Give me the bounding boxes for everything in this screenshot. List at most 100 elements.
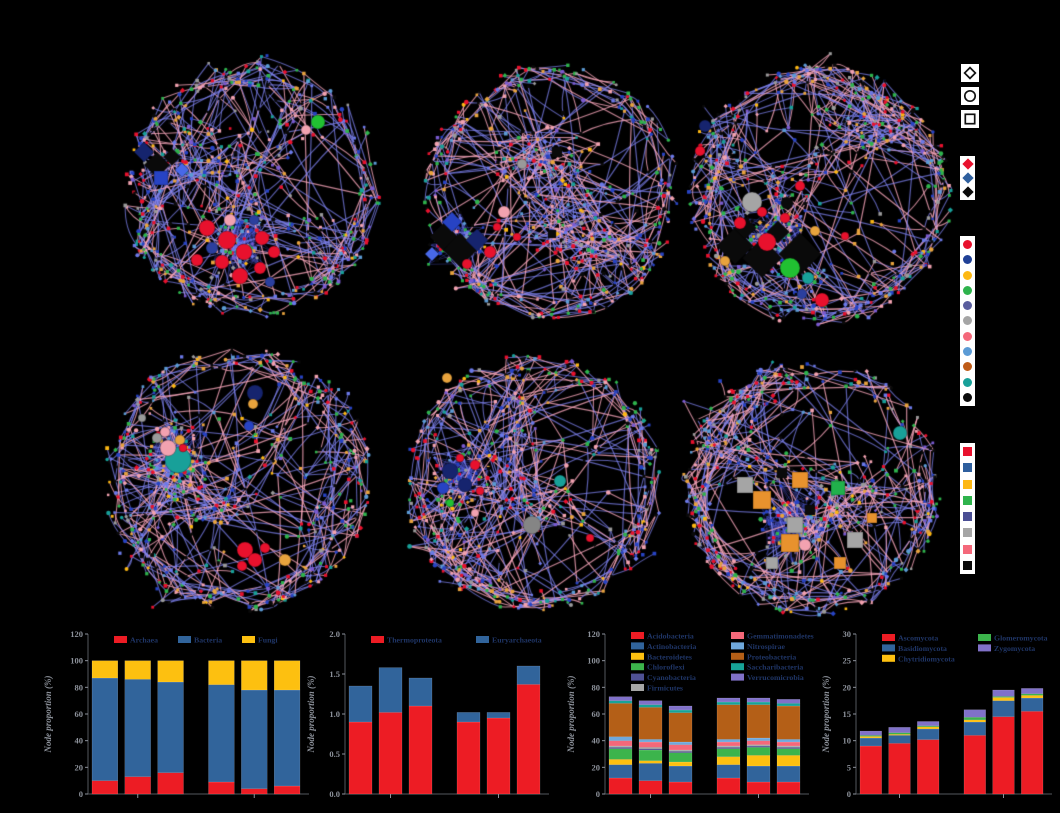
fungi-phylum-swatch [963,544,972,554]
bar-segment-euryarchaeota [486,712,511,719]
y-tick-label: 2.0 [329,629,340,639]
bar-segment-ascomycota [888,743,911,795]
y-tick-label: 100 [587,656,600,666]
legend-swatch-euryarchaeota [476,636,489,643]
bar-segment-glomeromycota [1021,693,1044,696]
bar-segment-chloroflexi [608,748,633,760]
y-tick-label: 20 [592,762,601,772]
bar-segment-firmicutes [716,745,741,748]
bar-segment-chloroflexi [776,748,801,756]
bacteria-phylum-swatch [963,392,972,402]
legend-label-glomeromycota: Glomeromycota [994,634,1048,643]
y-axis-title: Node proportion (%) [43,676,53,754]
bar-segment-fungi [273,660,301,691]
legend-swatch-glomeromycota [978,634,991,641]
fungi-phylum-swatch [963,561,972,571]
bar-segment-saccharibacteria [746,701,771,705]
bar-segment-nitrospirae [638,739,663,743]
bar-segment-proteobacteria [776,705,801,740]
legend-label-verrucomicrobia: Verrucomicrobia [747,673,804,682]
bar-segment-thermoproteota [378,712,403,795]
bar-segment-firmicutes [668,749,693,752]
bar-segment-chloroflexi [716,748,741,757]
fungi-phyla-proportion-chart-svg: 0 5 10 15 20 25 30 Node proportion (%) Ascomycot… [821,629,1052,799]
y-tick-label: 0 [847,789,851,799]
y-tick-label: 20 [75,762,84,772]
network-row1-col3 [671,47,969,345]
bacteria-phylum-swatch [963,331,972,341]
legend-swatch-archaea [114,636,127,643]
bar-segment-archaea [208,781,235,795]
y-tick-label: 80 [75,682,84,692]
network-row2-col3 [666,342,958,634]
circle-shape-legend-icon [961,87,979,105]
bar-segment-chytridiomycota [917,726,940,730]
bar-segment-nitrospirae [716,739,741,743]
bar-segment-glomeromycota [888,732,911,735]
legend-swatch-actinobacteria [631,642,644,650]
bar-segment-acidobacteria [716,777,741,795]
bar-segment-zygomycota [859,730,882,736]
fungi-phylum-swatch [963,463,972,473]
bacteria-phylum-swatch [963,301,972,311]
bar-segment-gemmatimonadetes [668,744,693,751]
y-tick-label: 40 [592,736,601,746]
diamond-shape-legend-icon [961,64,979,82]
shape-outline [963,89,977,103]
bar-segment-bacteria [241,689,268,789]
bar-segment-saccharibacteria [716,701,741,705]
legend-swatch-proteobacteria [731,652,744,660]
legend-label-nitrospirae: Nitrospirae [747,642,786,651]
fungi-phylum-swatch [963,495,972,505]
bar-segment-bacteroidetes [746,755,771,767]
bar-segment-basidiomycota [917,728,940,740]
bar-segment-zygomycota [963,709,986,718]
bar-segment-actinobacteria [638,763,663,781]
bar-segment-bacteroidetes [716,756,741,765]
y-tick-label: 5 [847,762,851,772]
bar-segment-cyanobacteria [608,747,633,749]
bar-segment-basidiomycota [992,700,1015,717]
bacteria-phylum-swatch [963,377,972,387]
bar-segment-gemmatimonadetes [746,740,771,745]
y-axis-title: Node proportion (%) [821,676,831,754]
y-tick-label: 25 [843,656,852,666]
legend-label-zygomycota: Zygomycota [994,644,1035,653]
y-axis-title: Node proportion (%) [566,676,576,754]
bar-segment-firmicutes [638,747,663,749]
bar-segment-nitrospirae [608,736,633,741]
archaea-color-legend [960,156,975,200]
bar-segment-ascomycota [992,716,1015,795]
bar-segment-euryarchaeota [348,685,373,723]
legend-label-fungi: Fungi [258,636,278,645]
bar-segment-actinobacteria [716,764,741,779]
bar-segment-basidiomycota [1021,697,1044,712]
legend-label-basidiomycota: Basidiomycota [898,644,947,653]
bar-segment-thermoproteota [348,721,373,795]
fungi-phylum-swatch [963,447,972,456]
legend-label-euryarchaeota: Euryarchaeota [492,636,542,645]
legend-swatch-bacteroidetes [631,652,644,660]
archaea-class-swatch [961,186,974,198]
bar-segment-verrucomicrobia [668,705,693,711]
bar-segment-gemmatimonadetes [716,741,741,747]
bar-segment-archaea [241,788,268,795]
bar-segment-nitrospirae [776,739,801,743]
bar-segment-cyanobacteria [746,745,771,748]
bacteria-phyla-proportion-chart-svg: 0 20 40 60 80 100 120 Node proportion (%) Acidob… [566,629,814,799]
bar-segment-cyanobacteria [776,747,801,749]
bacteria-phylum-swatch [963,270,972,280]
bacteria-phylum-swatch [963,362,972,372]
bar-segment-acidobacteria [638,780,663,795]
legend-label-cyanobacteria: Cyanobacteria [647,673,696,682]
bar-segment-fungi [91,660,119,679]
bacteria-phylum-swatch [963,285,972,295]
bar-segment-chloroflexi [746,747,771,756]
y-tick-label: 100 [70,656,83,666]
legend-label-gemmatimonadetes: Gemmatimonadetes [747,632,814,641]
shape-outline [963,66,977,80]
bar-segment-zygomycota [888,727,911,733]
legend-swatch-verrucomicrobia [731,673,744,681]
network-row2-col2 [388,336,682,630]
bar-segment-verrucomicrobia [716,697,741,703]
